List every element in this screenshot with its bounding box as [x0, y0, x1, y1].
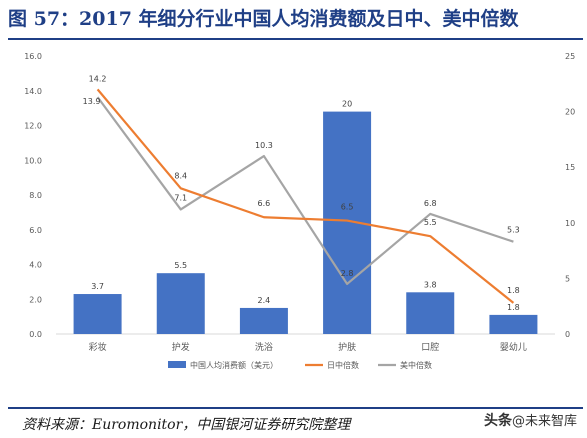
y-right-tick-label: 10: [565, 219, 575, 228]
y-left-tick-label: 10.0: [24, 156, 42, 165]
us-china-data-label: 2.8: [341, 269, 354, 278]
bar: [239, 307, 288, 334]
us-china-multiple-line: [96, 96, 514, 286]
y-left-tick-label: 14.0: [24, 87, 42, 96]
bar-data-label: 3.8: [424, 280, 437, 289]
y-left-tick-label: 2.0: [29, 295, 42, 304]
bar-data-label: 20: [342, 100, 352, 109]
x-tick-label: 洗浴: [255, 341, 273, 353]
bar-data-label: 5.5: [174, 261, 187, 270]
japan-china-multiple-line: [96, 88, 515, 304]
y-right-tick-label: 15: [565, 163, 575, 172]
bottom-rule: [8, 407, 583, 409]
bar-data-label: 1.8: [507, 303, 520, 312]
figure-title: 图 57：2017 年细分行业中国人均消费额及日中、美中倍数: [8, 8, 519, 30]
y-left-tick-label: 0.0: [29, 330, 42, 339]
bar: [489, 314, 538, 334]
y-left-tick-label: 12.0: [24, 122, 42, 131]
x-tick-label: 护肤: [338, 341, 356, 353]
watermark: 头条@未来智库: [484, 408, 577, 434]
legend-label-japan-china: 日中倍数: [327, 360, 359, 370]
watermark-brand: 头条: [483, 413, 512, 429]
y-right-tick-label: 0: [565, 330, 570, 339]
bar: [73, 294, 122, 334]
x-tick-label: 彩妆: [89, 341, 107, 353]
bar-data-label: 2.4: [258, 296, 271, 305]
japan-china-data-label: 8.4: [174, 171, 187, 180]
x-tick-label: 婴幼儿: [500, 341, 527, 353]
japan-china-data-label: 1.8: [507, 286, 520, 295]
japan-china-data-label: 5.5: [424, 218, 437, 227]
y-right-tick-label: 5: [565, 274, 570, 283]
y-right-tick-label: 20: [565, 108, 575, 117]
legend-label-bar: 中国人均消费额（美元）: [190, 360, 278, 370]
bar-data-label: 3.7: [91, 282, 104, 291]
chart: 0.0 2.0 4.0 6.0 8.0 10.0 12.0 14.0 16.0 0 5 10 15 20 2…: [24, 52, 575, 370]
us-china-data-label: 10.3: [255, 141, 273, 150]
japan-china-data-label: 6.5: [341, 203, 354, 212]
source-note: 资料来源：Euromonitor，中国银河证券研究院整理: [22, 417, 351, 433]
bar: [406, 292, 455, 334]
bar: [156, 273, 205, 334]
us-china-data-label: 7.1: [174, 193, 187, 202]
watermark-handle: @未来智库: [511, 414, 577, 429]
y-right-tick-label: 25: [565, 52, 575, 61]
y-left-tick-label: 6.0: [29, 226, 42, 235]
japan-china-data-label: 6.6: [258, 199, 271, 208]
x-tick-label: 护发: [172, 341, 190, 353]
japan-china-data-label: 14.2: [89, 74, 107, 83]
us-china-data-label: 5.3: [507, 226, 520, 235]
legend-swatch-bar: [168, 361, 186, 368]
top-rule: [8, 38, 583, 40]
y-left-tick-label: 4.0: [29, 261, 42, 270]
us-china-data-label: 13.9: [83, 97, 101, 106]
y-left-tick-label: 16.0: [24, 52, 42, 61]
us-china-data-label: 6.8: [424, 199, 437, 208]
legend-label-us-china: 美中倍数: [400, 360, 432, 370]
y-left-tick-label: 8.0: [29, 191, 42, 200]
x-tick-label: 口腔: [421, 341, 439, 353]
